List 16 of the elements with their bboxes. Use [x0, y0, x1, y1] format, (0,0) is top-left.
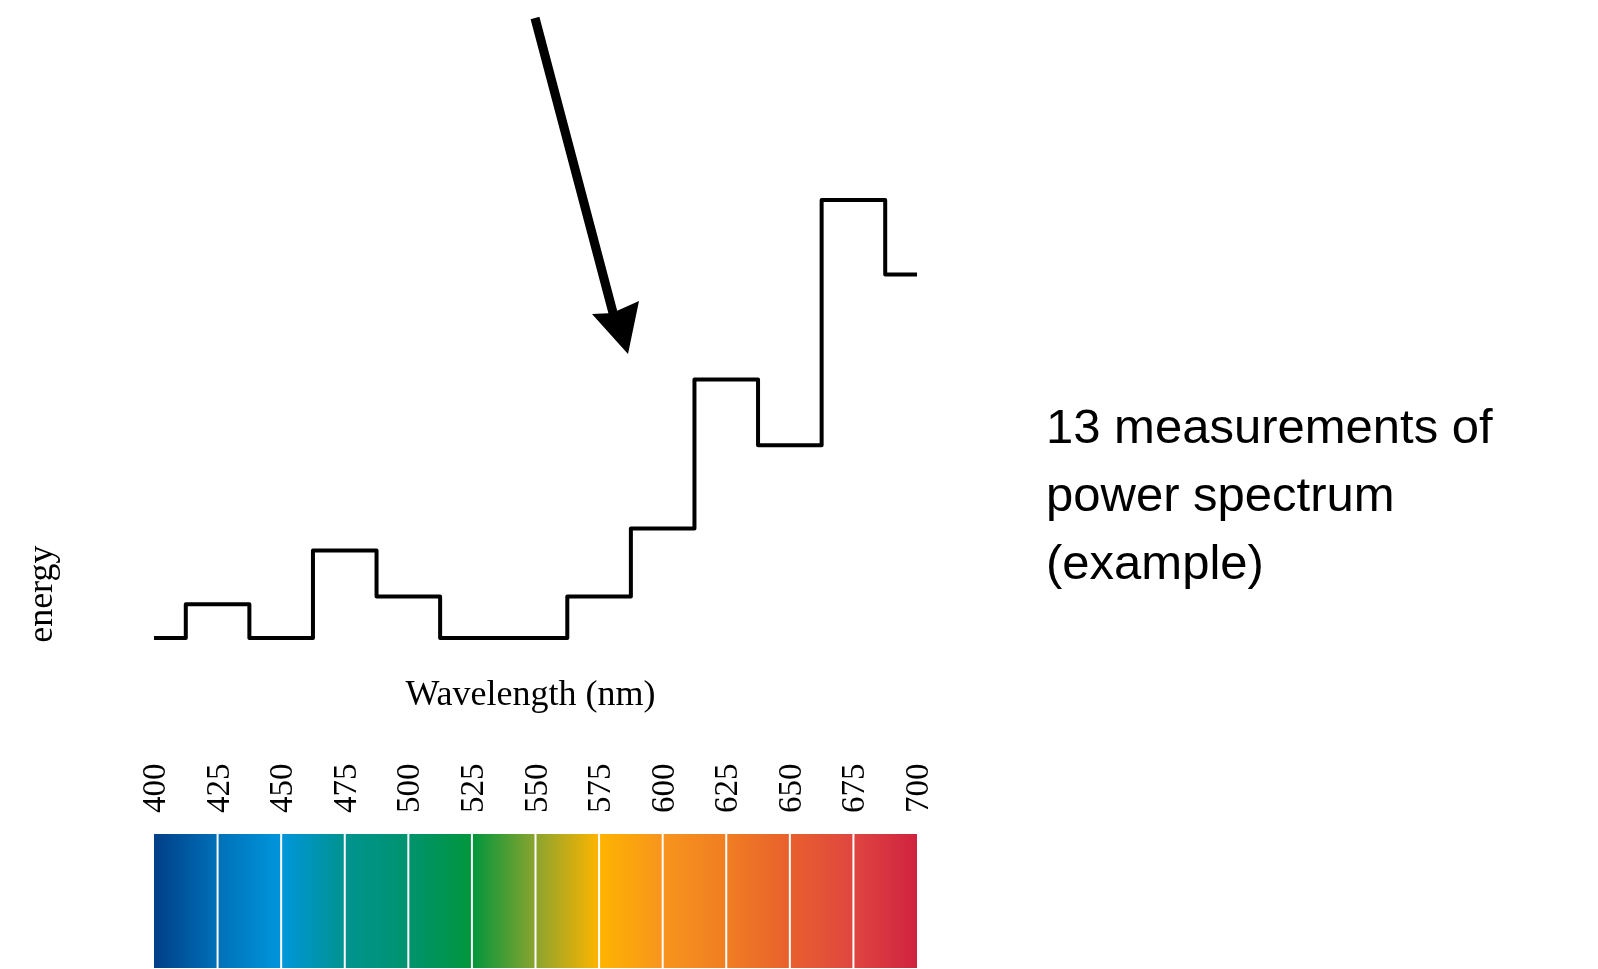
y-axis-title: energy: [20, 545, 60, 643]
x-tick-label: 400: [136, 763, 172, 813]
text: 13 measurements of power spectrum (example): [1046, 399, 1494, 589]
x-tick-label: 450: [263, 763, 300, 813]
x-tick-label: 625: [708, 763, 745, 813]
x-tick-label: 575: [581, 763, 618, 813]
x-tick-label: 475: [326, 763, 363, 813]
x-tick-label: 675: [835, 763, 872, 813]
x-tick-label: 525: [453, 763, 490, 813]
x-tick-label: 650: [771, 763, 808, 813]
x-tick-label: 600: [644, 763, 681, 813]
x-tick-label: 500: [390, 763, 427, 813]
x-tick-label: 550: [517, 763, 554, 813]
x-tick-label: 425: [199, 763, 236, 813]
x-tick-label: 700: [899, 763, 935, 813]
x-axis-title: Wavelength (nm): [405, 673, 656, 713]
